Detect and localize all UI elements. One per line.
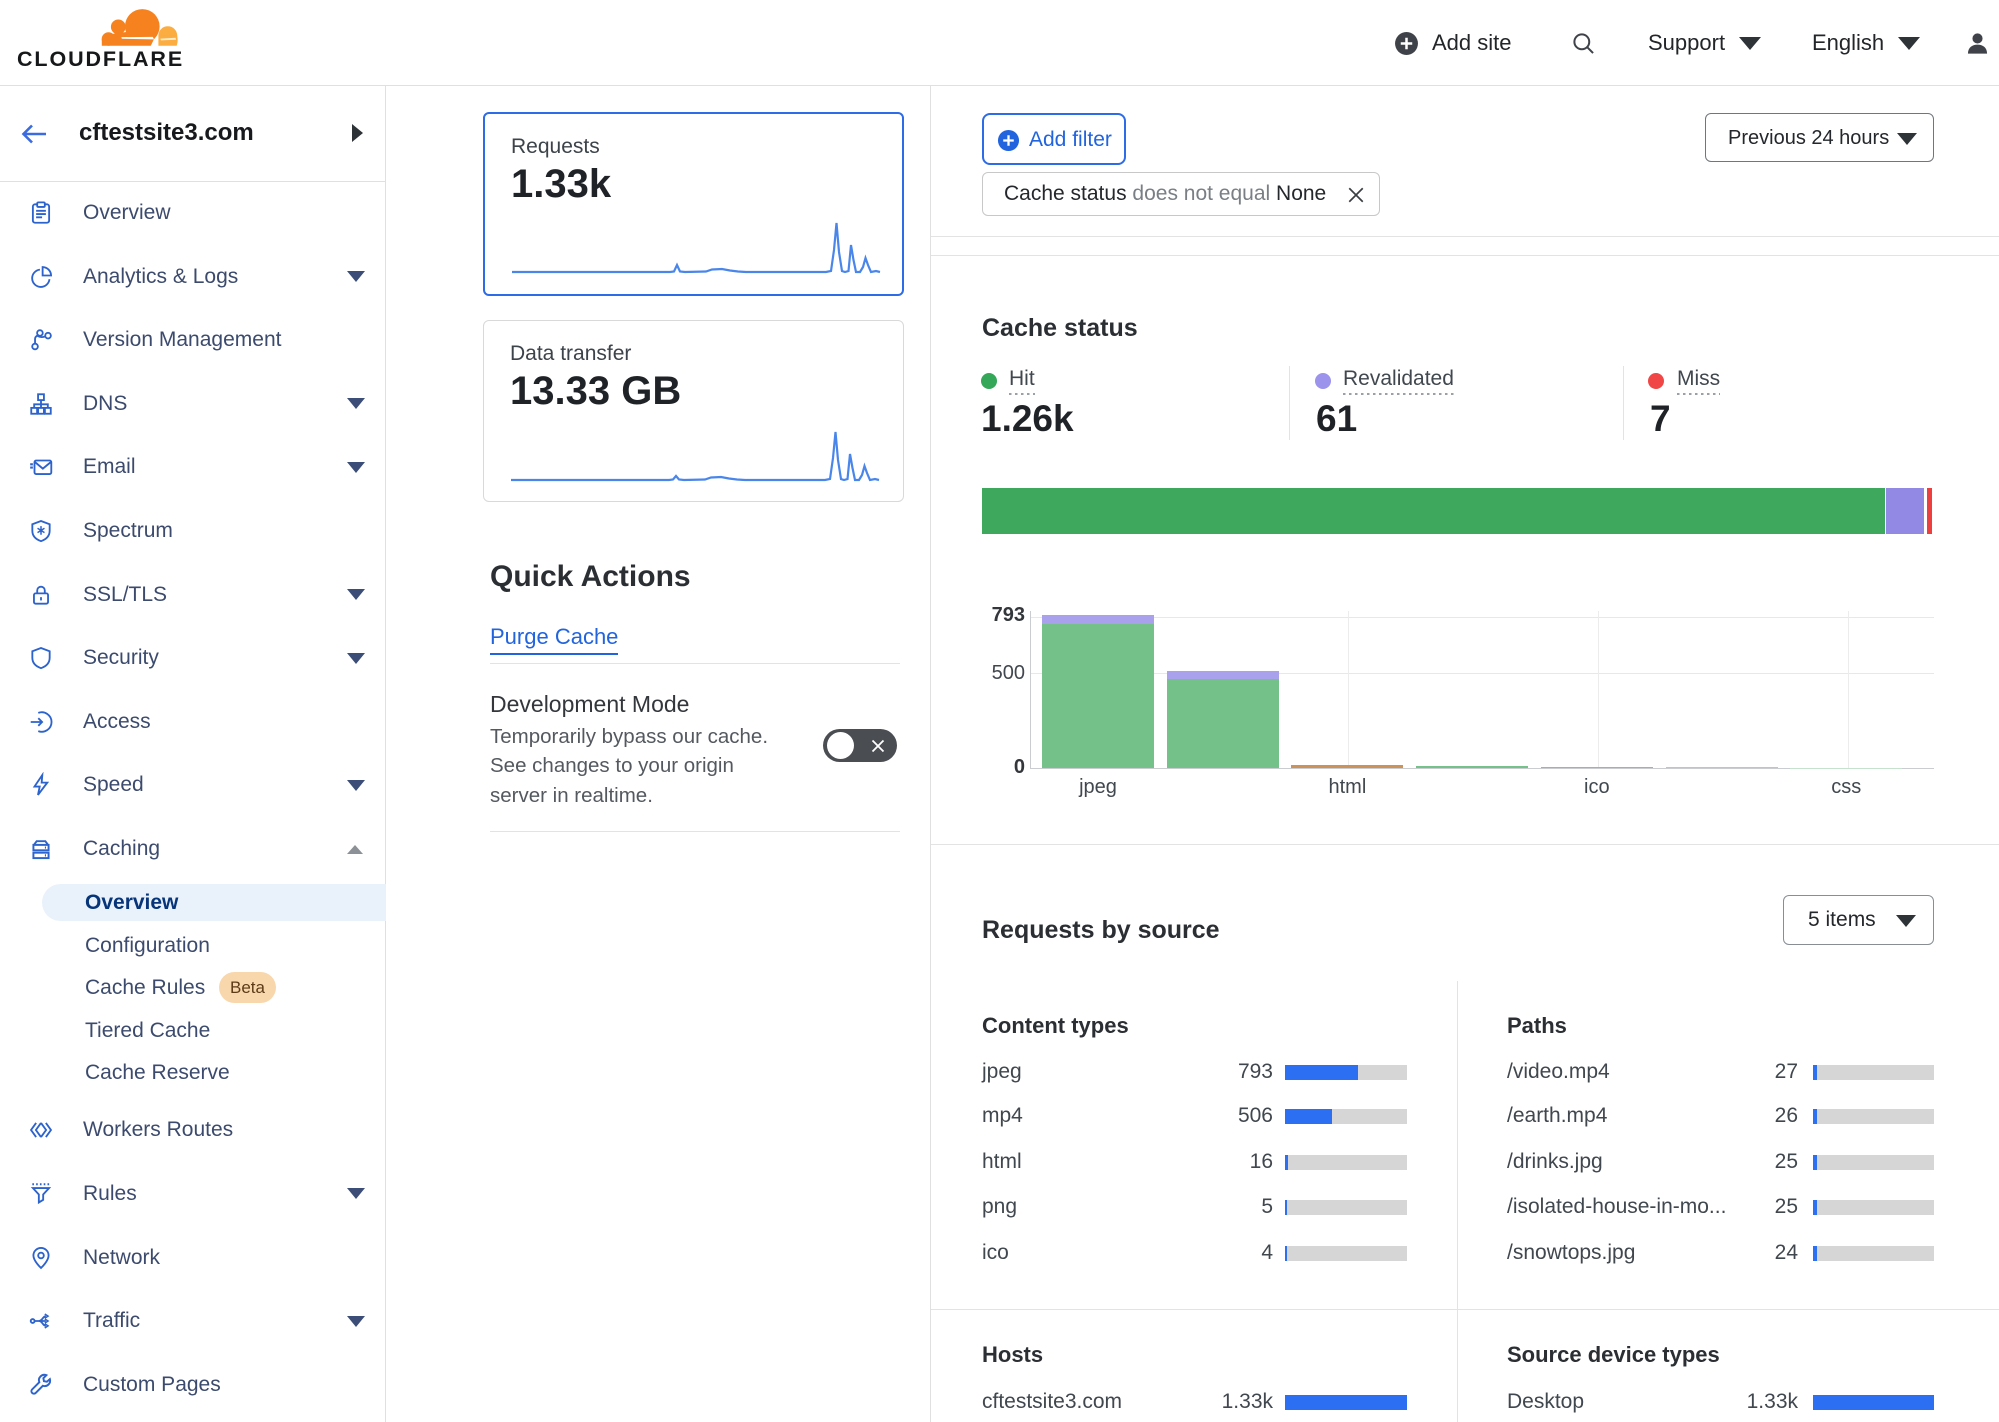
svg-text:CLOUDFLARE: CLOUDFLARE [17,47,182,70]
